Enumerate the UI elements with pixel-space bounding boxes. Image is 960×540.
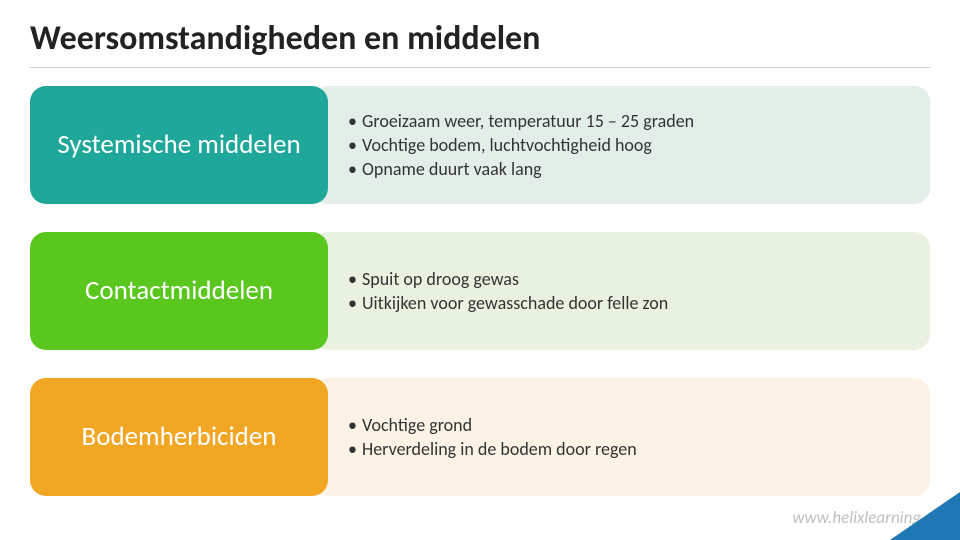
details-systemische: •Groeizaam weer, temperatuur 15 – 25 gra…	[312, 86, 930, 204]
bullet-text: Groeizaam weer, temperatuur 15 – 25 grad…	[362, 109, 694, 133]
bullet: •Vochtige bodem, luchtvochtigheid hoog	[348, 133, 908, 157]
bullet-dot: •	[348, 109, 362, 133]
bullet-dot: •	[348, 437, 362, 461]
corner-accent	[890, 492, 960, 540]
bullet-dot: •	[348, 133, 362, 157]
slide: Weersomstandigheden en middelen Systemis…	[0, 0, 960, 540]
bullet: •Groeizaam weer, temperatuur 15 – 25 gra…	[348, 109, 908, 133]
bullet-text: Herverdeling in de bodem door regen	[362, 437, 637, 461]
bullet: •Opname duurt vaak lang	[348, 157, 908, 181]
page-title: Weersomstandigheden en middelen	[30, 18, 930, 68]
pill-bodem: Bodemherbiciden	[30, 378, 328, 496]
row-systemische: Systemische middelen •Groeizaam weer, te…	[30, 86, 930, 204]
bullet: •Herverdeling in de bodem door regen	[348, 437, 908, 461]
pill-systemische: Systemische middelen	[30, 86, 328, 204]
pill-contact: Contactmiddelen	[30, 232, 328, 350]
details-bodem: •Vochtige grond •Herverdeling in de bode…	[312, 378, 930, 496]
bullet-text: Uitkijken voor gewasschade door felle zo…	[362, 291, 668, 315]
bullet-dot: •	[348, 291, 362, 315]
row-bodem: Bodemherbiciden •Vochtige grond •Herverd…	[30, 378, 930, 496]
bullet-text: Spuit op droog gewas	[362, 267, 519, 291]
bullet: •Uitkijken voor gewasschade door felle z…	[348, 291, 908, 315]
bullet-text: Vochtige bodem, luchtvochtigheid hoog	[362, 133, 652, 157]
bullet: •Vochtige grond	[348, 413, 908, 437]
bullet-text: Opname duurt vaak lang	[362, 157, 542, 181]
details-contact: •Spuit op droog gewas •Uitkijken voor ge…	[312, 232, 930, 350]
bullet-dot: •	[348, 267, 362, 291]
bullet-text: Vochtige grond	[362, 413, 472, 437]
bullet-dot: •	[348, 413, 362, 437]
rows-container: Systemische middelen •Groeizaam weer, te…	[30, 86, 930, 496]
row-contact: Contactmiddelen •Spuit op droog gewas •U…	[30, 232, 930, 350]
bullet: •Spuit op droog gewas	[348, 267, 908, 291]
bullet-dot: •	[348, 157, 362, 181]
